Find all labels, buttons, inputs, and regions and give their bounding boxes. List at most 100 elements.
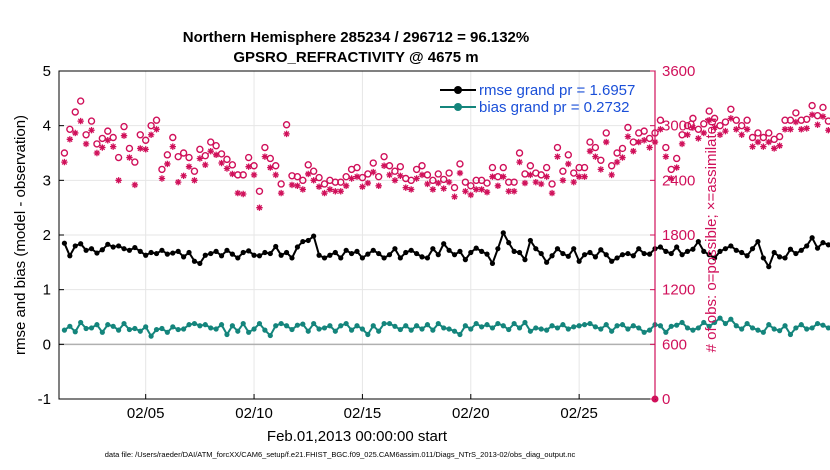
bias-point [554,325,561,331]
obs-assimilated-point [521,179,529,187]
rmse-point [365,251,371,257]
obs-assimilated-point [202,161,209,169]
obs-assimilated-point [435,179,442,187]
obs-possible-point [586,138,594,146]
bias-point [170,324,176,330]
obs-assimilated-point [413,175,420,182]
obs-assimilated-point [494,182,502,189]
obs-possible-point [380,152,388,161]
obs-assimilated-point [424,180,431,188]
rmse-point [609,258,615,264]
obs-possible-point [662,143,670,152]
obs-assimilated-point [684,131,691,138]
bias-point [484,322,490,328]
rmse-point [354,248,360,254]
obs-assimilated-point [72,129,79,137]
obs-assimilated-point [88,127,95,134]
bias-point [581,322,588,328]
obs-possible-point [559,167,567,175]
bias-point [516,325,523,331]
data-file-footnote: data file: /Users/raeder/DAI/ATM_forcXX/… [105,450,576,459]
y-right-axis-ticks: 0 600 1200 1800 2400 3000 3600 [650,63,695,408]
y-left-tick-label: -1 [38,391,51,408]
obs-assimilated-point [359,183,366,190]
y-left-tick-label: 0 [43,336,51,353]
obs-possible-point [450,183,459,192]
obs-assimilated-point [364,179,372,187]
rmse-point [224,247,230,253]
rmse-point [94,250,100,256]
rmse-point [690,246,696,252]
rmse-point [728,243,734,249]
obs-assimilated-point [825,127,830,134]
rmse-point [636,246,642,252]
rmse-point [83,247,89,253]
bias-point [549,323,555,329]
obs-assimilated-point [657,126,664,133]
bias-point [614,323,620,329]
bias-point [749,325,756,331]
obs-assimilated-point [548,189,556,197]
obs-assimilated-point [727,115,735,122]
obs-possible-point [727,105,735,113]
bias-point [321,325,328,331]
obs-assimilated-point [315,183,323,190]
bias-point [766,322,772,328]
bias-point [110,323,116,329]
obs-assimilated-point [77,117,84,125]
obs-possible-point [125,144,134,153]
bias-point [392,323,398,329]
obs-assimilated-point [814,121,821,128]
obs-possible-point [412,165,421,174]
bias-point [522,319,528,326]
bias-point [316,326,322,332]
bias-point [256,320,263,327]
obs-assimilated-point [630,147,637,155]
obs-possible-point [239,171,247,179]
rmse-point [793,250,799,257]
obs-assimilated-point [635,138,642,146]
y-left-axis-label: rmse and bias (model - observation) [12,115,29,355]
obs-assimilated-point [370,168,377,176]
rmse-point [235,255,241,261]
rmse-point [766,264,772,270]
obs-assimilated-point [700,129,707,137]
rmse-point [522,257,528,263]
obs-possible-point [223,155,231,164]
rmse-point [500,230,506,236]
rmse-point [657,244,664,250]
bias-point [202,322,208,328]
rmse-point [804,243,810,249]
rmse-point [587,249,593,256]
bias-point [99,329,105,335]
legend: rmse grand pr = 1.6957 bias grand pr = 0… [440,82,635,116]
rmse-point [782,255,788,261]
rmse-point [164,251,170,257]
obs-assimilated-point [310,177,317,184]
legend-bias-marker [454,103,462,111]
bias-point [283,323,290,329]
obs-possible-point [309,167,318,175]
obs-assimilated-point [61,158,68,166]
bias-point [684,325,691,331]
bias-point [343,320,349,327]
chart-title: Northern Hemisphere 285234 / 296712 = 96… [183,29,529,46]
obs-assimilated-point [429,186,437,193]
obs-possible-point [721,118,730,126]
bias-point [159,325,165,332]
obs-assimilated-point [624,133,632,140]
obs-assimilated-point [142,146,149,153]
rmse-point [321,255,328,261]
bias-point [798,322,804,328]
bias-point [121,320,127,327]
obs-possible-point [564,151,573,159]
obs-assimilated-point [240,190,247,198]
obs-possible-point [813,111,822,120]
y-right-tick-label: 1800 [662,227,695,244]
obs-assimilated-point [288,181,296,189]
bias-point [191,320,198,327]
obs-assimilated-point [516,158,523,166]
obs-assimilated-point [678,140,686,148]
obs-possible-point [93,140,101,148]
bias-point [186,322,192,328]
